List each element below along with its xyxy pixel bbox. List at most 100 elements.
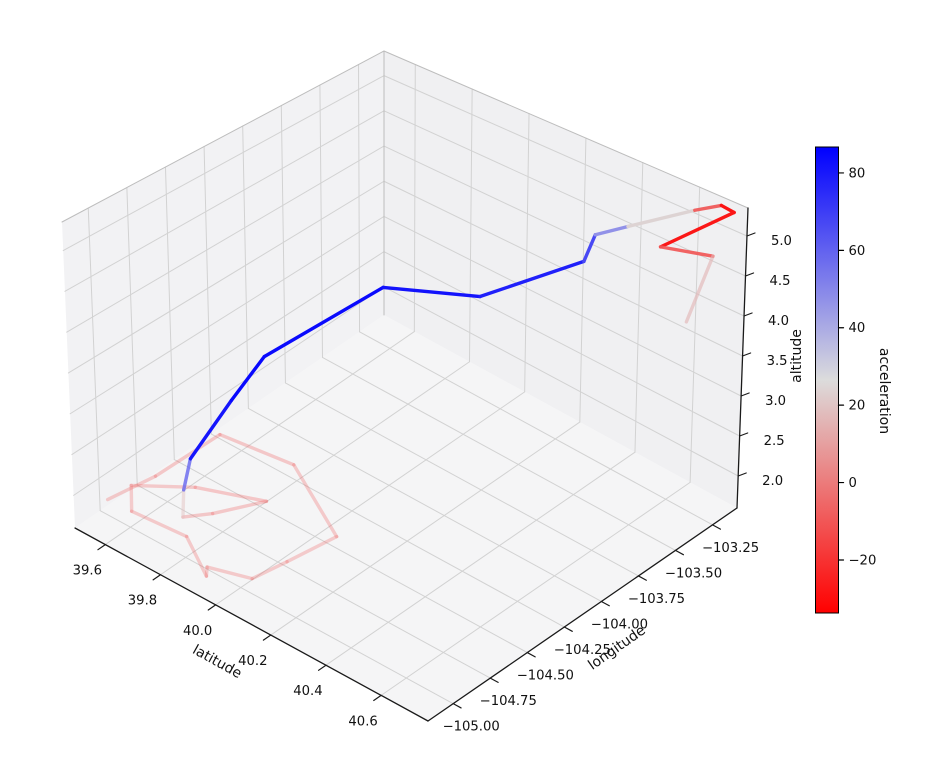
y-tick-mark [489, 677, 499, 683]
grid-line-x-floor [270, 421, 581, 636]
grid-line-y-floor [284, 382, 639, 577]
z-tick-mark [737, 472, 747, 477]
y-tick-mark [526, 651, 536, 658]
y-tick-label: −103.25 [702, 541, 759, 556]
grid-line-y-floor [359, 331, 714, 526]
y-tick-mark [452, 703, 462, 709]
box-top-left-edge [61, 50, 385, 223]
trajectory-segment [105, 474, 158, 502]
grid-line-y-wall [280, 105, 286, 384]
x-tick-mark [152, 574, 162, 581]
grid-line-y-floor [136, 484, 491, 679]
x-tick-label: 39.6 [73, 564, 102, 579]
box-top-right-edge [383, 50, 749, 209]
grid-line-y-floor [247, 407, 602, 602]
colorbar-tick-label: 60 [849, 244, 866, 259]
colorbar [815, 146, 839, 614]
trajectory-segment [693, 203, 724, 212]
grid-line-z-left [69, 215, 385, 415]
grid-line-z-right [383, 251, 741, 437]
y-tick-mark [637, 575, 647, 581]
trajectory-segment [292, 463, 339, 539]
grid-line-z-right [383, 286, 739, 477]
y-tick-label: −103.50 [665, 566, 722, 581]
grid-line-y-floor [210, 433, 565, 628]
x-tick-label: 40.6 [348, 714, 377, 729]
trajectory-segment [658, 210, 736, 249]
trajectory-segment [229, 354, 266, 403]
grid-line-x-floor [104, 331, 415, 546]
y-tick-label: −104.50 [517, 669, 574, 684]
grid-line-z-left [66, 145, 385, 333]
x-tick-mark [373, 694, 382, 702]
z-tick-mark [739, 432, 749, 437]
y-tick-label: −104.75 [480, 694, 537, 709]
grid-line-z-left [71, 251, 385, 456]
z-tick-label: 2.0 [762, 474, 783, 489]
trajectory-segment [181, 457, 193, 492]
x-tick-label: 40.0 [183, 624, 212, 639]
grid-line-x-wall [524, 113, 530, 393]
grid-line-x-floor [159, 361, 470, 576]
trajectory-segment [193, 485, 269, 504]
trajectory-segment [658, 245, 715, 258]
grid-line-x-wall [413, 63, 416, 333]
grid-line-x-wall [579, 137, 587, 423]
y-tick-mark [563, 626, 573, 632]
trajectory-segment [218, 432, 296, 467]
z-tick-mark [744, 272, 755, 277]
y-tick-label: −103.75 [628, 592, 685, 607]
z-tick-mark [740, 392, 750, 397]
trajectory-segment [205, 565, 254, 581]
trajectory-segment [210, 499, 269, 516]
grid-line-y-wall [164, 166, 175, 461]
y-tick-mark [600, 600, 610, 607]
colorbar-tick-label: 20 [849, 399, 866, 414]
x-axis-line [74, 527, 429, 722]
y-tick-label: −105.00 [443, 720, 500, 735]
grid-line-z-right [383, 145, 745, 317]
z-tick-label: 2.5 [764, 434, 785, 449]
trajectory-segment [593, 224, 630, 237]
x-tick-mark [317, 664, 327, 671]
x-tick-mark [207, 604, 217, 611]
y-axis-line [427, 507, 738, 722]
grid-line-z-left [62, 75, 385, 252]
trajectory-segment [204, 565, 209, 578]
trajectory-segment [684, 254, 715, 324]
colorbar-tick-label: 40 [849, 321, 866, 336]
grid-line-z-right [383, 110, 747, 277]
grid-line-x-floor [215, 391, 526, 606]
x-tick-mark [97, 543, 106, 551]
z-tick-label: 4.5 [770, 274, 791, 289]
trajectory-segment [719, 203, 736, 215]
grid-line-z-left [73, 286, 385, 496]
grid-line-y-wall [203, 146, 212, 435]
trajectory-segment [582, 233, 597, 264]
x-tick-label: 39.8 [128, 594, 157, 609]
grid-line-x-wall [634, 162, 644, 453]
grid-line-z-left [67, 180, 385, 374]
z-axis-line [736, 207, 749, 509]
z-tick-mark [741, 352, 752, 357]
colorbar-tick-label: 0 [849, 476, 857, 491]
z-tick-mark [743, 312, 753, 317]
y-tick-label: −104.00 [591, 617, 648, 632]
grid-line-x-floor [325, 451, 636, 666]
trajectory-segment [285, 534, 339, 564]
x-tick-label: 40.2 [238, 654, 267, 669]
grid-line-x-wall [468, 88, 473, 363]
grid-line-y-wall [126, 187, 138, 486]
y-tick-mark [674, 549, 684, 556]
trajectory-segment [626, 208, 697, 229]
x-tick-label: 40.4 [293, 684, 322, 699]
pane-right-wall [384, 51, 748, 508]
grid-line-x-floor [380, 481, 691, 696]
grid-line-y-wall [242, 125, 249, 409]
grid-line-y-wall [87, 207, 101, 512]
x-tick-mark [262, 634, 272, 641]
trajectory-segment [262, 285, 385, 359]
trajectory-segment [184, 534, 209, 578]
z-tick-mark [746, 232, 756, 237]
